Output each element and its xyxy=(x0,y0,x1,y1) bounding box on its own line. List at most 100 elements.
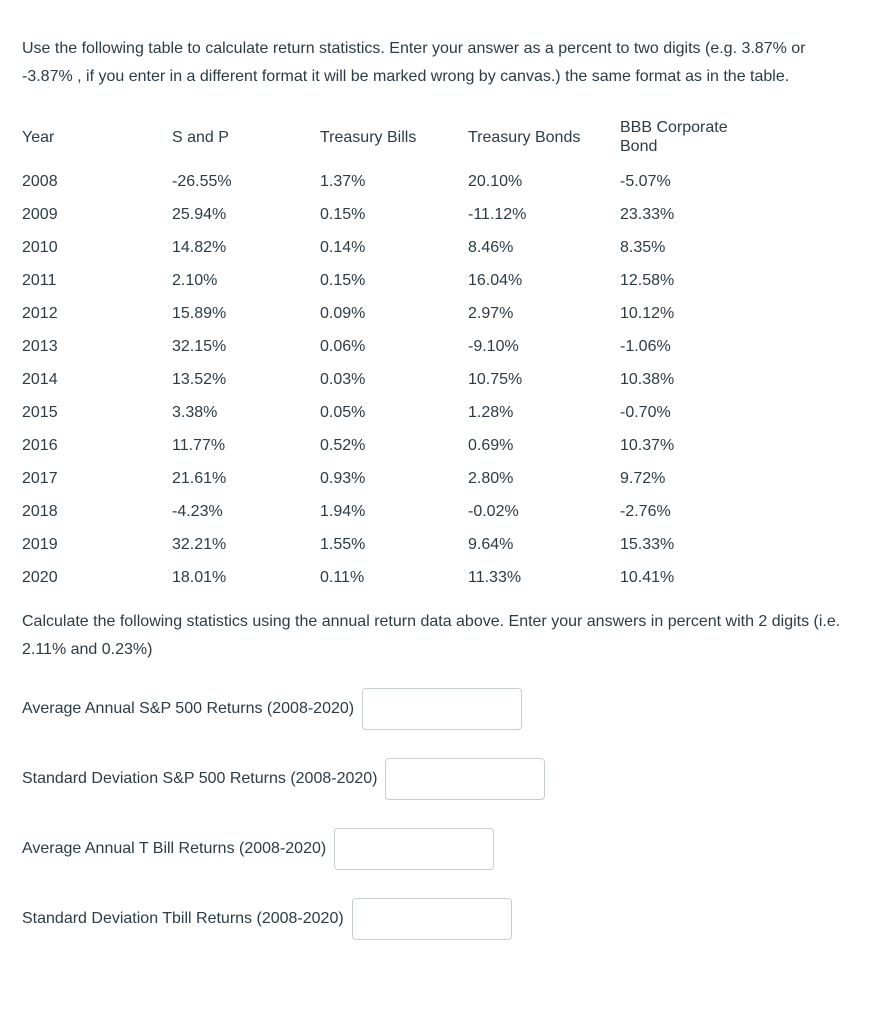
table-row: 2020 18.01% 0.11% 11.33% 10.41% xyxy=(22,561,760,594)
table-cell: 18.01% xyxy=(172,569,227,586)
table-cell: 1.55% xyxy=(320,536,366,553)
table-cell: 0.69% xyxy=(468,437,514,454)
table-cell: -5.07% xyxy=(620,173,671,190)
table-cell: 0.03% xyxy=(320,371,366,388)
table-row: 2015 3.38% 0.05% 1.28% -0.70% xyxy=(22,396,760,429)
table-cell: 0.09% xyxy=(320,305,366,322)
question-row-sd-tbill: Standard Deviation Tbill Returns (2008-2… xyxy=(22,898,852,940)
table-cell: 20.10% xyxy=(468,173,523,190)
table-cell: 0.05% xyxy=(320,404,366,421)
table-cell: 2015 xyxy=(22,404,58,421)
table-cell: 32.21% xyxy=(172,536,227,553)
table-cell: 32.15% xyxy=(172,338,227,355)
sd-sp500-answer-input[interactable] xyxy=(385,758,546,800)
table-cell: 9.72% xyxy=(620,470,666,487)
intro-paragraph: Use the following table to calculate ret… xyxy=(22,40,806,85)
table-cell: 10.75% xyxy=(468,371,523,388)
avg-sp500-label: Average Annual S&P 500 Returns (2008-202… xyxy=(22,700,355,717)
avg-tbill-label: Average Annual T Bill Returns (2008-2020… xyxy=(22,840,327,857)
table-cell: 2019 xyxy=(22,536,58,553)
table-row: 2019 32.21% 1.55% 9.64% 15.33% xyxy=(22,528,760,561)
table-row: 2014 13.52% 0.03% 10.75% 10.38% xyxy=(22,363,760,396)
column-header: BBB Corporate Bond xyxy=(620,119,728,155)
column-header: S and P xyxy=(172,128,229,146)
table-cell: 2.97% xyxy=(468,305,514,322)
table-cell: -0.70% xyxy=(620,404,671,421)
table-cell: 12.58% xyxy=(620,272,675,289)
table-cell: 2012 xyxy=(22,305,58,322)
table-header-row: Year S and P Treasury Bills Treasury Bonds B… xyxy=(22,111,760,165)
table-cell: -0.02% xyxy=(468,503,519,520)
sd-tbill-answer-input[interactable] xyxy=(351,898,512,940)
table-cell: 0.15% xyxy=(320,206,366,223)
table-row: 2017 21.61% 0.93% 2.80% 9.72% xyxy=(22,462,760,495)
question-row-avg-sp500: Average Annual S&P 500 Returns (2008-202… xyxy=(22,688,852,730)
table-cell: 13.52% xyxy=(172,371,227,388)
table-row: 2008 -26.55% 1.37% 20.10% -5.07% xyxy=(22,165,760,198)
sd-sp500-label: Standard Deviation S&P 500 Returns (2008… xyxy=(22,770,378,787)
table-cell: 15.33% xyxy=(620,536,675,553)
table-cell: 2011 xyxy=(22,272,57,289)
table-cell: -1.06% xyxy=(620,338,671,355)
table-cell: 2010 xyxy=(22,239,58,256)
table-cell: 21.61% xyxy=(172,470,227,487)
sd-tbill-label: Standard Deviation Tbill Returns (2008-2… xyxy=(22,910,344,927)
table-cell: 2017 xyxy=(22,470,58,487)
table-row: 2012 15.89% 0.09% 2.97% 10.12% xyxy=(22,297,760,330)
table-cell: 2008 xyxy=(22,173,58,190)
table-cell: 10.41% xyxy=(620,569,675,586)
avg-tbill-answer-input[interactable] xyxy=(334,828,495,870)
table-cell: 9.64% xyxy=(468,536,514,553)
column-header: Year xyxy=(22,128,55,146)
instructions-paragraph: Calculate the following statistics using… xyxy=(22,613,841,658)
quiz-question-body: Use the following table to calculate ret… xyxy=(22,40,852,940)
table-row: 2016 11.77% 0.52% 0.69% 10.37% xyxy=(22,429,760,462)
table-cell: 23.33% xyxy=(620,206,675,223)
table-cell: 2018 xyxy=(22,503,58,520)
table-row: 2009 25.94% 0.15% -11.12% 23.33% xyxy=(22,198,760,231)
table-cell: 15.89% xyxy=(172,305,227,322)
table-cell: 0.06% xyxy=(320,338,366,355)
column-header: Treasury Bills xyxy=(320,128,417,146)
table-cell: -2.76% xyxy=(620,503,671,520)
table-row: 2013 32.15% 0.06% -9.10% -1.06% xyxy=(22,330,760,363)
table-cell: 2013 xyxy=(22,338,58,355)
table-cell: 14.82% xyxy=(172,239,227,256)
table-row: 2011 2.10% 0.15% 16.04% 12.58% xyxy=(22,264,760,297)
table-cell: 1.28% xyxy=(468,404,514,421)
table-cell: 0.52% xyxy=(320,437,366,454)
table-cell: 0.15% xyxy=(320,272,366,289)
table-cell: 10.37% xyxy=(620,437,675,454)
table-cell: 10.12% xyxy=(620,305,675,322)
column-header: Treasury Bonds xyxy=(468,128,581,146)
table-cell: 3.38% xyxy=(172,404,218,421)
table-cell: 2014 xyxy=(22,371,58,388)
table-cell: 8.35% xyxy=(620,239,666,256)
table-cell: -26.55% xyxy=(172,173,232,190)
table-cell: 2016 xyxy=(22,437,58,454)
table-cell: 11.33% xyxy=(468,569,522,586)
answers-section: Average Annual S&P 500 Returns (2008-202… xyxy=(22,688,852,940)
returns-table: Year S and P Treasury Bills Treasury Bonds B… xyxy=(22,111,760,594)
table-cell: 1.94% xyxy=(320,503,366,520)
table-cell: 2.80% xyxy=(468,470,514,487)
table-cell: 16.04% xyxy=(468,272,523,289)
table-cell: 1.37% xyxy=(320,173,366,190)
table-cell: -11.12% xyxy=(468,206,527,223)
table-cell: -4.23% xyxy=(172,503,223,520)
table-row: 2018 -4.23% 1.94% -0.02% -2.76% xyxy=(22,495,760,528)
table-cell: 0.14% xyxy=(320,239,366,256)
question-row-sd-sp500: Standard Deviation S&P 500 Returns (2008… xyxy=(22,758,852,800)
table-row: 2010 14.82% 0.14% 8.46% 8.35% xyxy=(22,231,760,264)
table-cell: 10.38% xyxy=(620,371,675,388)
table-cell: 25.94% xyxy=(172,206,227,223)
avg-sp500-answer-input[interactable] xyxy=(362,688,523,730)
table-cell: 0.93% xyxy=(320,470,366,487)
table-cell: 11.77% xyxy=(172,437,226,454)
table-cell: 2020 xyxy=(22,569,58,586)
table-cell: 8.46% xyxy=(468,239,514,256)
table-cell: 0.11% xyxy=(320,569,365,586)
table-cell: 2009 xyxy=(22,206,58,223)
table-cell: -9.10% xyxy=(468,338,519,355)
question-row-avg-tbill: Average Annual T Bill Returns (2008-2020… xyxy=(22,828,852,870)
